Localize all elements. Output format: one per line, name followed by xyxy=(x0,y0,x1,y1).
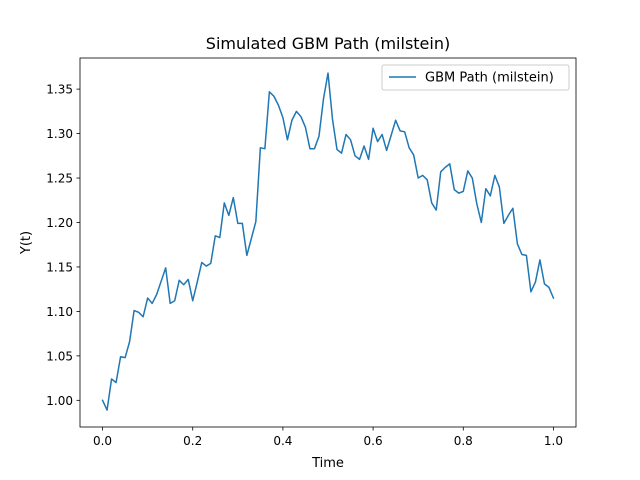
y-tick-label: 1.00 xyxy=(46,394,73,408)
x-tick-label: 0.2 xyxy=(183,434,202,448)
y-tick-label: 1.20 xyxy=(46,216,73,230)
y-axis-ticks: 1.00 1.05 1.10 1.15 1.20 1.25 1.30 1.35 xyxy=(46,83,80,408)
plot-area-frame xyxy=(79,57,577,428)
x-tick-label: 0.4 xyxy=(273,434,292,448)
y-tick-label: 1.25 xyxy=(46,172,73,186)
x-tick-label: 0.6 xyxy=(364,434,383,448)
x-axis-label: Time xyxy=(311,456,344,471)
legend: GBM Path (milstein) xyxy=(381,64,570,91)
x-tick-label: 0.8 xyxy=(454,434,473,448)
x-tick-label: 1.0 xyxy=(544,434,563,448)
y-tick-label: 1.35 xyxy=(46,83,73,97)
y-axis-label: Y(t) xyxy=(19,231,34,255)
y-tick-label: 1.05 xyxy=(46,349,73,363)
x-axis-ticks: 0.0 0.2 0.4 0.6 0.8 1.0 xyxy=(93,427,563,448)
legend-box xyxy=(381,64,570,91)
x-tick-label: 0.0 xyxy=(93,434,112,448)
chart-title: Simulated GBM Path (milstein) xyxy=(206,34,450,53)
legend-label: GBM Path (milstein) xyxy=(425,71,554,86)
y-tick-label: 1.10 xyxy=(46,305,73,319)
y-tick-label: 1.30 xyxy=(46,127,73,141)
y-tick-label: 1.15 xyxy=(46,260,73,274)
series-line-gbm-path xyxy=(101,72,555,411)
